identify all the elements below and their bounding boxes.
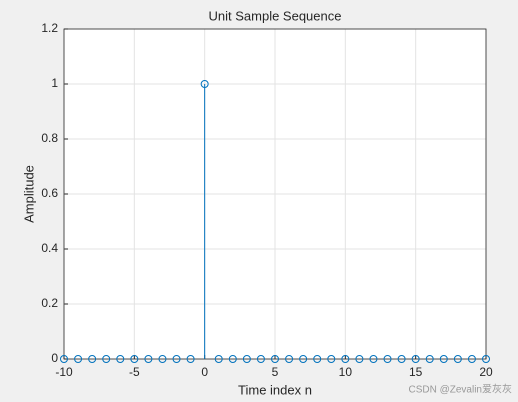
stem-marker [327,355,336,363]
stem-marker [144,355,153,363]
watermark: CSDN @Zevalin爱灰灰 [408,383,512,396]
stem-marker [383,355,392,363]
y-tick-label: 0.6 [41,186,58,200]
stem-marker [256,355,265,363]
stem-marker [355,355,364,363]
stem-marker [467,355,476,363]
stem-marker [116,355,125,363]
x-tick-label: -5 [129,365,140,379]
stem-marker [88,355,97,363]
stem-marker [313,355,322,363]
stem-marker [186,355,195,363]
x-tick-label: 20 [479,365,493,379]
stem-marker [130,355,139,363]
stem-marker [60,355,68,363]
stem-marker [285,355,294,363]
stem-marker [214,355,223,363]
stem-marker [242,355,251,363]
stem-marker [439,355,448,363]
stem-marker [299,355,308,363]
stem-marker [411,355,420,363]
x-tick-label: -10 [55,365,73,379]
stem-marker [369,355,378,363]
y-tick-label: 0.2 [41,296,58,310]
stem-marker [425,355,434,363]
x-tick-label: 15 [409,365,423,379]
stem-marker [172,355,181,363]
x-tick-label: 10 [339,365,353,379]
stem-marker [200,80,209,88]
stem-marker [102,355,111,363]
chart-title: Unit Sample Sequence [209,8,342,23]
y-tick-label: 0.4 [41,241,58,255]
y-tick-label: 0 [51,351,58,365]
stem-marker [271,355,279,363]
y-tick-label: 1 [51,76,58,90]
stem-marker [453,355,462,363]
y-tick-label: 1.2 [41,21,58,35]
stem-marker [482,355,490,363]
x-axis-label: Time index n [238,382,312,397]
y-axis-label: Amplitude [21,165,36,223]
stem-marker [228,355,237,363]
x-tick-label: 0 [201,365,208,379]
stem-marker [397,355,406,363]
stem-marker [341,355,350,363]
stem-marker [74,355,83,363]
axes-box [63,28,487,360]
y-tick-label: 0.8 [41,131,58,145]
x-tick-label: 5 [272,365,279,379]
stem-marker [158,355,167,363]
